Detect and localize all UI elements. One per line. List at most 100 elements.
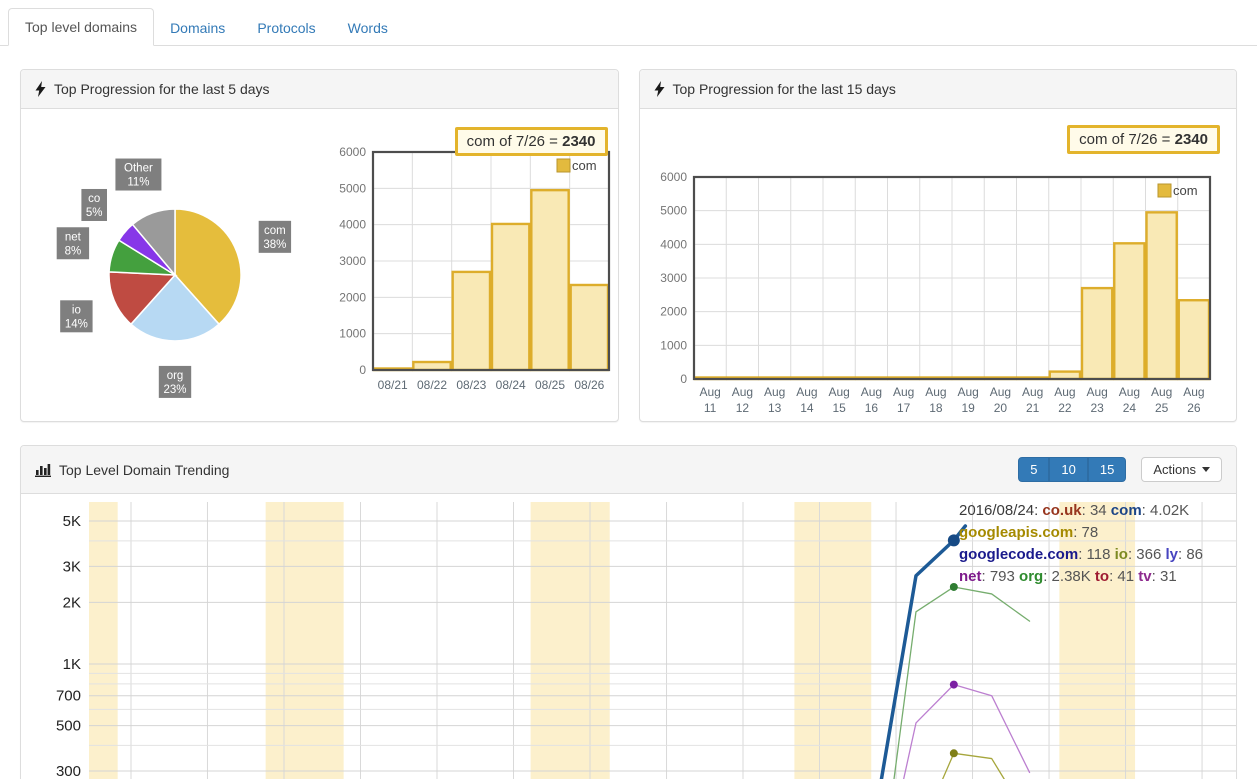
svg-text:700: 700 [56, 688, 81, 705]
svg-text:13: 13 [767, 401, 781, 415]
svg-text:3000: 3000 [339, 254, 366, 268]
svg-text:Aug: Aug [1054, 385, 1075, 399]
svg-text:0: 0 [359, 363, 366, 377]
svg-text:Aug: Aug [828, 385, 849, 399]
svg-text:com: com [1173, 183, 1198, 198]
progression-5d-chart[interactable]: 0 1000 2000 3000 4000 5000 6000 08/21 08/22 08/23… [327, 112, 619, 417]
tab-words[interactable]: Words [347, 20, 388, 36]
svg-text:11%: 11% [127, 177, 149, 189]
svg-text:24: 24 [1122, 401, 1136, 415]
svg-text:23: 23 [1090, 401, 1104, 415]
svg-text:26: 26 [1187, 401, 1201, 415]
progression-15d-chart[interactable]: 0 1000 2000 3000 4000 5000 6000 Aug 11 Aug 12 Aug 13… [652, 167, 1225, 430]
svg-text:11: 11 [703, 401, 716, 415]
svg-text:18: 18 [929, 401, 943, 415]
svg-text:Aug: Aug [731, 385, 752, 399]
panel-5d-title: Top Progression for the last 5 days [54, 81, 270, 97]
svg-text:14: 14 [800, 401, 814, 415]
svg-text:2K: 2K [63, 594, 81, 611]
panel-5d-heading: Top Progression for the last 5 days [21, 70, 618, 109]
period-10-button[interactable]: 10 [1049, 457, 1088, 482]
svg-text:Aug: Aug [699, 385, 720, 399]
svg-text:Other: Other [124, 163, 153, 175]
svg-text:Aug: Aug [989, 385, 1010, 399]
svg-text:20: 20 [993, 401, 1007, 415]
svg-text:500: 500 [56, 718, 81, 735]
caret-down-icon [1202, 467, 1210, 472]
period-15-button[interactable]: 15 [1087, 457, 1127, 482]
svg-text:38%: 38% [263, 239, 286, 251]
svg-text:08/23: 08/23 [456, 378, 486, 392]
svg-text:io: io [72, 304, 81, 316]
svg-text:08/26: 08/26 [574, 378, 604, 392]
svg-text:15: 15 [832, 401, 846, 415]
svg-text:org: org [167, 370, 184, 382]
bolt-icon [35, 81, 46, 97]
svg-text:23%: 23% [163, 384, 186, 396]
svg-text:25: 25 [1154, 401, 1168, 415]
svg-text:22: 22 [1058, 401, 1072, 415]
svg-text:net: net [65, 231, 82, 243]
trending-legend-line: googleapis.com: 78 [959, 524, 1099, 541]
svg-text:Aug: Aug [925, 385, 946, 399]
svg-text:6000: 6000 [660, 170, 687, 184]
svg-text:5%: 5% [86, 207, 103, 219]
tab-top-level-domains[interactable]: Top level domains [8, 8, 155, 46]
svg-text:1K: 1K [63, 656, 81, 673]
svg-text:Aug: Aug [1183, 385, 1204, 399]
bolt-icon [654, 81, 664, 97]
trending-hover-legend: 2016/08/24: co.uk: 34 com: 4.02K googleap… [959, 500, 1203, 588]
tld-trending-chart[interactable]: 5K 3K 2K 1K 700 500 300 [21, 494, 1236, 779]
svg-text:co: co [88, 193, 100, 205]
svg-text:19: 19 [961, 401, 975, 415]
svg-text:3K: 3K [63, 558, 81, 575]
svg-text:12: 12 [735, 401, 749, 415]
svg-text:4000: 4000 [660, 237, 687, 251]
svg-text:5K: 5K [63, 513, 81, 530]
svg-text:com: com [572, 158, 597, 173]
tab-bar: Top level domains Domains Protocols Word… [0, 0, 1257, 46]
svg-text:Aug: Aug [1021, 385, 1042, 399]
trending-heading: Top Level Domain Trending 5 10 15 Action… [21, 446, 1236, 494]
svg-text:0: 0 [680, 372, 687, 386]
bar-chart-icon [35, 464, 51, 477]
svg-text:Aug: Aug [763, 385, 784, 399]
panel-tld-trending: Top Level Domain Trending 5 10 15 Action… [20, 445, 1237, 779]
trending-title: Top Level Domain Trending [59, 461, 230, 478]
trending-legend-line: net: 793 org: 2.38K to: 41 tv: 31 [959, 568, 1177, 585]
svg-text:6000: 6000 [339, 145, 366, 159]
svg-text:1000: 1000 [660, 338, 687, 352]
svg-text:Aug: Aug [860, 385, 881, 399]
hover-tooltip-15d: com of 7/26 = 2340 [1067, 125, 1220, 154]
svg-text:16: 16 [864, 401, 878, 415]
actions-label: Actions [1153, 462, 1196, 477]
svg-text:17: 17 [896, 401, 910, 415]
svg-text:4000: 4000 [339, 218, 366, 232]
svg-text:14%: 14% [65, 318, 88, 330]
tab-protocols[interactable]: Protocols [257, 20, 316, 36]
svg-text:Aug: Aug [1086, 385, 1107, 399]
svg-text:1000: 1000 [339, 327, 366, 341]
svg-text:3000: 3000 [660, 271, 687, 285]
svg-text:com: com [264, 225, 286, 237]
period-5-button[interactable]: 5 [1018, 457, 1050, 482]
svg-text:300: 300 [56, 763, 81, 779]
tld-pie-chart[interactable]: com 38% org 23% io 14% net 8% co 5% Other 11% [27, 115, 327, 417]
actions-dropdown-button[interactable]: Actions [1141, 457, 1222, 482]
panel-15d-title: Top Progression for the last 15 days [672, 81, 896, 97]
svg-text:08/25: 08/25 [535, 378, 565, 392]
svg-text:2000: 2000 [339, 290, 366, 304]
svg-text:8%: 8% [65, 245, 82, 257]
svg-text:2000: 2000 [660, 305, 687, 319]
panel-progression-5d: Top Progression for the last 5 days com 3… [20, 69, 619, 422]
svg-text:Aug: Aug [1150, 385, 1171, 399]
svg-text:08/22: 08/22 [417, 378, 447, 392]
svg-text:Aug: Aug [892, 385, 913, 399]
tab-domains[interactable]: Domains [170, 20, 226, 36]
svg-text:21: 21 [1025, 401, 1039, 415]
hover-tooltip-5d: com of 7/26 = 2340 [454, 127, 608, 156]
svg-text:Aug: Aug [957, 385, 978, 399]
svg-text:08/21: 08/21 [378, 378, 408, 392]
panel-15d-heading: Top Progression for the last 15 days [639, 70, 1236, 109]
svg-text:08/24: 08/24 [496, 378, 526, 392]
